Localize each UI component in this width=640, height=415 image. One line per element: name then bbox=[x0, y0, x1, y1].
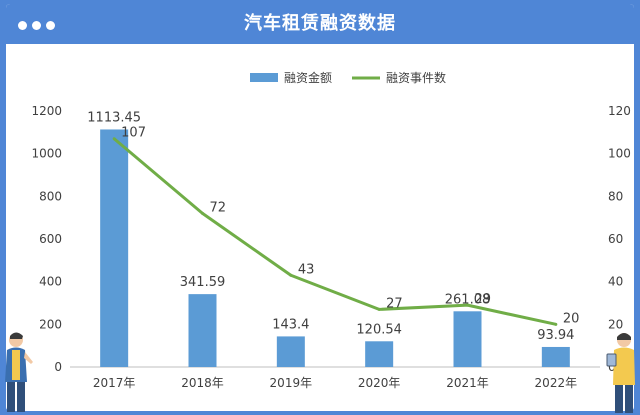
bar bbox=[541, 346, 570, 367]
bar-data-label: 341.59 bbox=[180, 275, 226, 290]
x-tick-label: 2018年 bbox=[181, 376, 224, 390]
person-left-illustration bbox=[5, 332, 33, 412]
line-point bbox=[466, 303, 469, 307]
y-right-tick-label: 20 bbox=[608, 317, 623, 331]
line-data-label: 43 bbox=[298, 262, 315, 277]
bar-data-label: 143.4 bbox=[272, 317, 309, 332]
y-right-tick-label: 120 bbox=[608, 104, 631, 118]
bar bbox=[365, 341, 394, 367]
bar bbox=[100, 129, 129, 367]
x-tick-label: 2022年 bbox=[535, 376, 578, 390]
y-left-tick-label: 400 bbox=[39, 275, 62, 289]
person-right-illustration bbox=[606, 333, 635, 413]
y-left-tick-label: 800 bbox=[39, 189, 62, 203]
bar-data-label: 1113.45 bbox=[87, 110, 141, 125]
legend-bar-label: 融资金额 bbox=[284, 70, 332, 85]
y-left-tick-label: 200 bbox=[39, 317, 62, 331]
x-tick-label: 2017年 bbox=[93, 376, 136, 390]
y-left-tick-label: 0 bbox=[54, 360, 62, 374]
line-data-label: 20 bbox=[563, 311, 580, 326]
y-left-tick-label: 1200 bbox=[31, 104, 62, 118]
y-right-tick-label: 60 bbox=[608, 232, 623, 246]
window-dot-icon bbox=[46, 21, 55, 30]
line-data-label: 107 bbox=[121, 126, 146, 141]
line-point bbox=[377, 307, 381, 311]
window-dot-icon bbox=[18, 21, 27, 30]
legend-line-label: 融资事件数 bbox=[386, 70, 446, 85]
y-right-tick-label: 0 bbox=[608, 360, 616, 374]
y-right-tick-label: 100 bbox=[608, 147, 631, 161]
bar-data-label: 120.54 bbox=[356, 322, 402, 337]
line-series bbox=[113, 137, 557, 326]
line-data-label: 29 bbox=[475, 292, 492, 307]
y-right-tick-label: 80 bbox=[608, 189, 623, 203]
line-point bbox=[201, 211, 204, 215]
line-point bbox=[289, 273, 293, 277]
bar-data-label: 261.08 bbox=[445, 292, 491, 307]
line-point bbox=[112, 137, 116, 141]
x-tick-label: 2020年 bbox=[358, 376, 401, 390]
chart-title: 汽车租赁融资数据 bbox=[244, 13, 396, 34]
y-left-tick-label: 1000 bbox=[31, 147, 62, 161]
line-point bbox=[554, 322, 558, 326]
y-right-tick-label: 40 bbox=[608, 275, 623, 289]
window-dot-icon bbox=[32, 21, 41, 30]
line-data-label: 72 bbox=[210, 200, 227, 215]
bar bbox=[188, 294, 217, 367]
x-tick-label: 2019年 bbox=[270, 376, 313, 390]
y-left-tick-label: 600 bbox=[39, 232, 62, 246]
bar-data-label: 93.94 bbox=[537, 328, 574, 343]
legend-bar-swatch bbox=[250, 73, 278, 82]
x-tick-label: 2021年 bbox=[446, 376, 489, 390]
line-data-label: 27 bbox=[386, 296, 403, 311]
bar bbox=[276, 336, 305, 367]
title-bar: 汽车租赁融资数据 bbox=[6, 4, 634, 44]
bar bbox=[453, 311, 482, 367]
